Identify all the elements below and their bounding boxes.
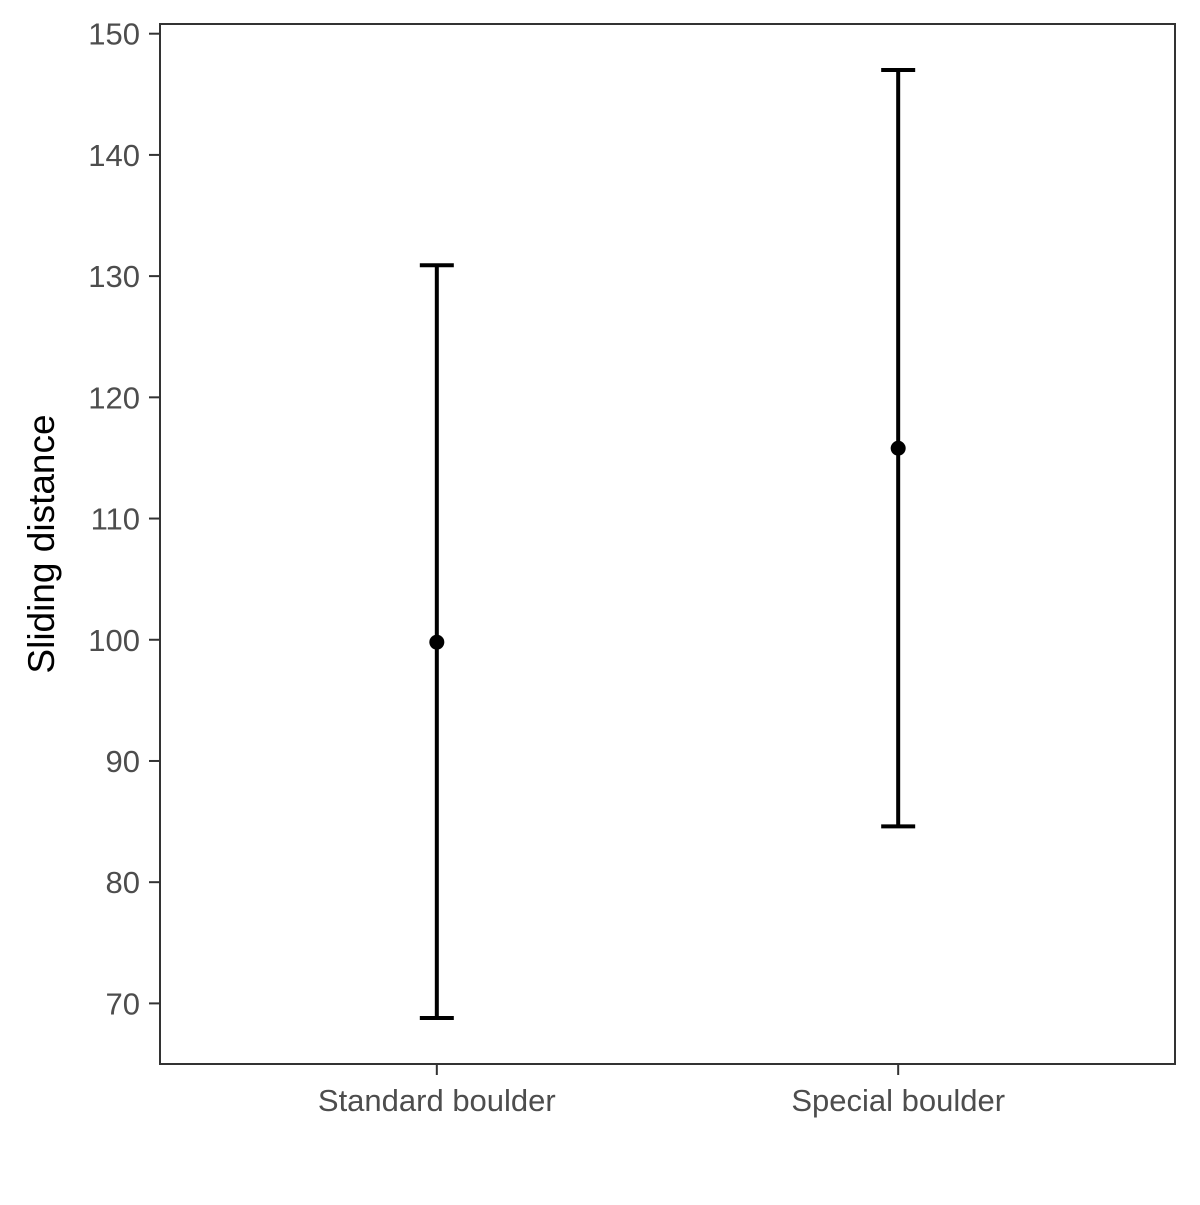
mean-point [429, 634, 445, 650]
y-tick-label: 70 [106, 986, 140, 1021]
panel-border [159, 23, 1176, 1065]
mean-point [890, 440, 906, 456]
y-tick-label: 80 [106, 865, 140, 900]
y-tick-label: 90 [106, 744, 140, 779]
y-axis-title: Sliding distance [21, 414, 62, 673]
y-tick-label: 120 [88, 380, 140, 415]
y-tick-label: 150 [88, 17, 140, 52]
error-bar-group [881, 68, 916, 829]
x-tick-label: Standard boulder [318, 1083, 556, 1118]
x-tick-label: Special boulder [791, 1083, 1005, 1118]
y-axis: 70 80 90 100 110 120 130 140 150 [88, 17, 160, 1021]
y-tick-label: 100 [88, 623, 140, 658]
y-tick-label: 130 [88, 259, 140, 294]
data-marks [419, 68, 916, 1020]
y-tick-label: 110 [91, 502, 140, 537]
error-bar-group [419, 263, 454, 1020]
x-axis: Standard boulder Special boulder [318, 1064, 1005, 1118]
y-tick-label: 140 [88, 138, 140, 173]
